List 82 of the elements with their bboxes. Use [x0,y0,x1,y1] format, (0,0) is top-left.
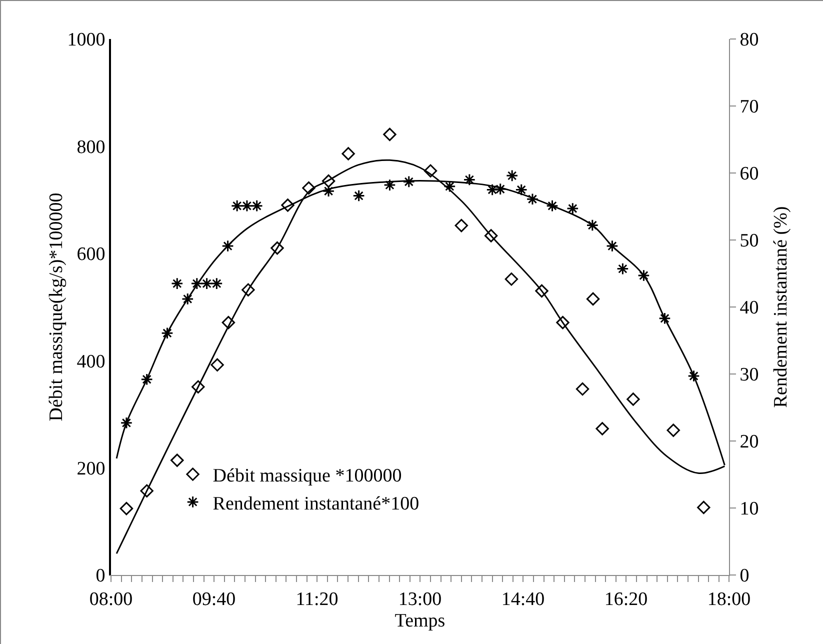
y2-tick-label: 30 [740,364,759,386]
point [181,292,194,306]
x-tick-label: 18:00 [707,588,751,610]
point [606,240,618,252]
y-tick-label: 800 [76,136,106,158]
point [424,164,438,178]
point [384,178,396,192]
point [494,182,506,196]
point [170,277,184,290]
point [626,392,640,406]
point [352,190,365,202]
point [140,373,153,386]
point [383,128,396,142]
y-tick-label: 600 [76,244,106,266]
point [546,200,558,212]
point [192,380,205,394]
point [230,200,244,212]
point [463,174,476,186]
point [586,292,600,306]
point [242,283,255,296]
point [170,454,184,467]
point [576,382,590,396]
point [210,277,223,290]
y-tick-label: 400 [76,351,106,372]
y-axis-title: Débit massique(kg/s)*100000 [46,192,67,422]
point [697,500,710,514]
point [638,269,650,282]
y2-tick-label: 0 [740,566,750,587]
point [342,147,355,160]
legend-label: Rendement instantané*100 [212,493,420,514]
y-tick-label: 1000 [67,30,106,51]
point [535,284,548,298]
x-axis-title: Temps [394,610,446,632]
point [688,370,700,382]
point [402,176,416,188]
y2-tick-label: 80 [740,30,759,51]
y2-tick-label: 60 [740,164,759,185]
point [504,272,518,286]
point [666,424,680,437]
point [161,326,174,340]
point [240,200,254,212]
point [322,174,336,188]
point [596,422,609,436]
x-tick-label: 16:20 [604,588,648,610]
point [556,316,570,330]
point [190,277,204,290]
x-tick-label: 14:40 [501,588,545,610]
point [120,416,133,430]
y2-tick-label: 40 [740,298,759,319]
y2-tick-label: 10 [740,498,759,520]
x-tick-label: 11:20 [296,588,338,610]
point [454,218,468,232]
point [250,200,263,212]
legend-label: Débit massique *100000 [212,466,402,487]
y2-tick-label: 20 [740,432,759,453]
point [270,241,284,255]
point [210,358,224,372]
point [222,316,236,330]
point [120,502,134,516]
point [506,170,518,182]
x-tick-label: 13:00 [398,588,442,610]
point [140,484,154,498]
point [486,184,498,196]
point [566,202,579,215]
point [322,184,335,198]
point [302,181,316,195]
y-tick-label: 0 [96,566,106,587]
point [484,229,498,242]
point [281,198,294,212]
point [200,277,213,290]
y2-tick-label: 50 [740,230,759,252]
x-tick-label: 09:40 [192,588,236,610]
y2-axis-title: Rendement instantané (%) [770,206,792,408]
point [658,312,671,325]
point [515,184,528,196]
y2-tick-label: 70 [740,96,759,118]
point [526,192,539,206]
point [586,219,599,232]
point [616,262,629,275]
y-tick-label: 200 [76,458,106,480]
x-tick-label: 08:00 [89,588,133,610]
point [222,240,234,252]
